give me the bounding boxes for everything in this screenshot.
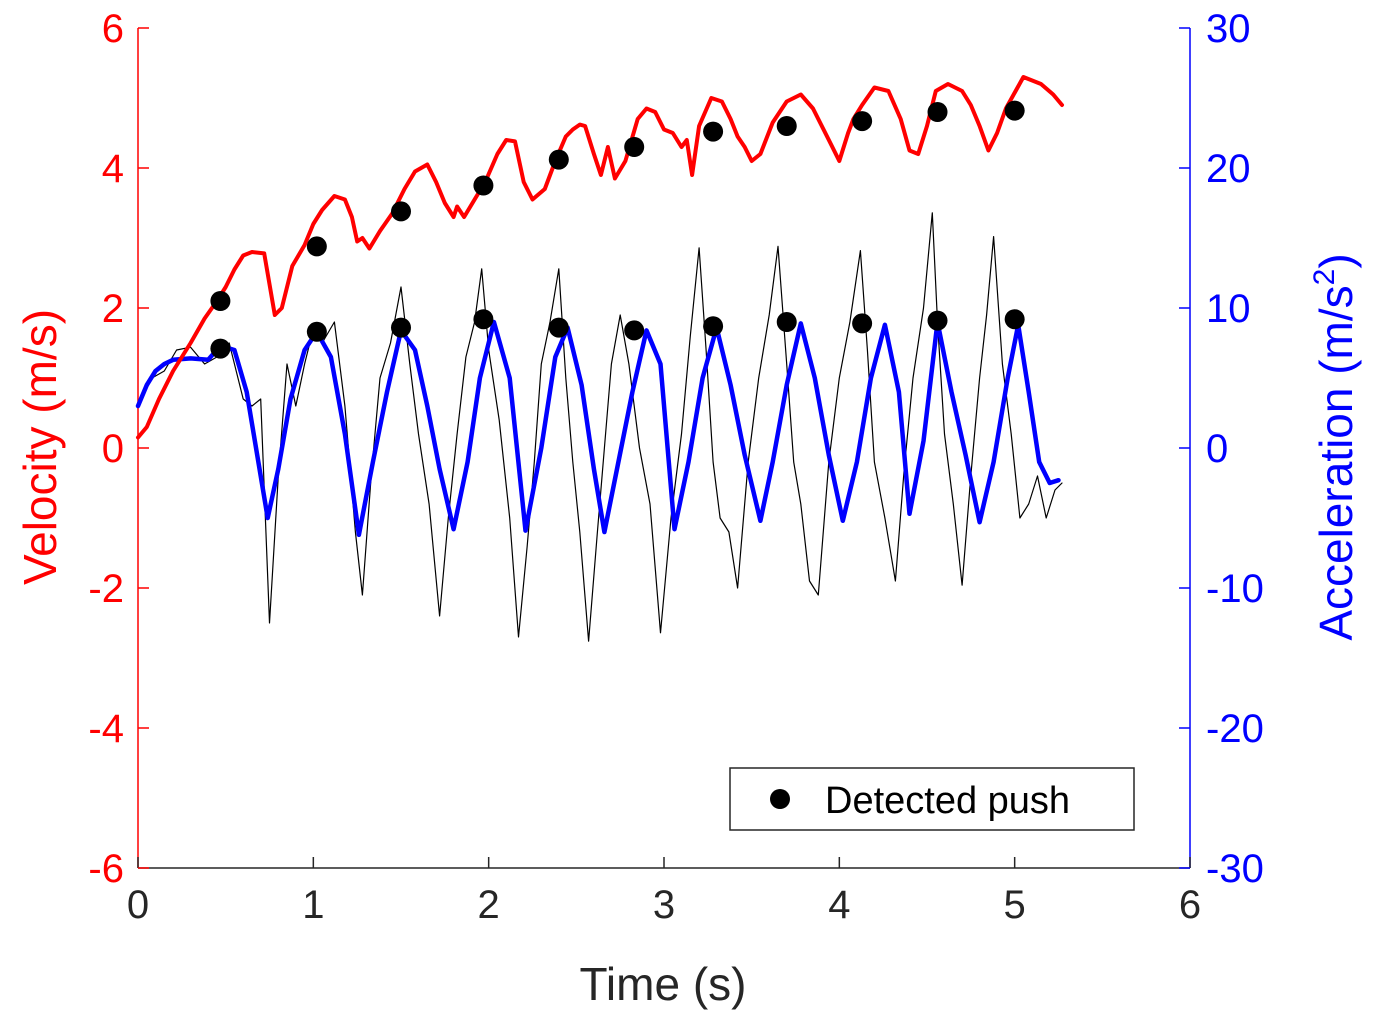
y-right-axis-label-suffix: ) xyxy=(1310,253,1362,268)
push-point-velocity xyxy=(624,137,645,157)
push-point-velocity xyxy=(776,116,797,136)
push-point-acceleration xyxy=(624,320,645,341)
y-right-axis-label-sup: 2 xyxy=(1308,269,1341,286)
push-point-velocity xyxy=(210,291,231,311)
y-right-tick-label: 30 xyxy=(1206,7,1251,51)
y-right-tick-label: 20 xyxy=(1206,147,1251,191)
series-group xyxy=(135,75,1064,642)
legend-marker xyxy=(770,789,790,809)
y-right-axis-label-main: Acceleration (m/s xyxy=(1310,285,1362,640)
push-point-acceleration xyxy=(306,321,327,342)
push-point-velocity xyxy=(306,236,327,257)
push-point-acceleration xyxy=(852,313,873,334)
x-tick-label: 4 xyxy=(828,883,850,927)
push-point-acceleration xyxy=(703,316,724,337)
y-right-tick-label: -30 xyxy=(1206,847,1264,891)
y-left-axis-label: Velocity (m/s) xyxy=(14,309,66,585)
push-point-acceleration xyxy=(548,317,569,338)
push-point-acceleration xyxy=(927,310,948,331)
x-tick-label: 3 xyxy=(653,883,675,927)
push-point-acceleration xyxy=(776,312,797,332)
push-point-velocity xyxy=(1004,100,1025,121)
push-point-acceleration xyxy=(473,309,494,330)
push-point-acceleration xyxy=(210,338,231,359)
y-left-tick-label: -4 xyxy=(88,707,124,751)
axes xyxy=(137,27,1191,869)
legend-label: Detected push xyxy=(825,780,1070,822)
y-right-tick-label: 0 xyxy=(1206,427,1228,471)
x-tick-label: 2 xyxy=(478,883,500,927)
y-right-axis-label: Acceleration (m/s2) xyxy=(1308,253,1362,640)
x-tick-label: 5 xyxy=(1004,883,1026,927)
push-point-velocity xyxy=(548,149,569,170)
y-right-tick-label: -20 xyxy=(1206,707,1264,751)
x-tick-label: 0 xyxy=(127,883,149,927)
push-points xyxy=(210,100,1025,359)
y-right-tick-label: 10 xyxy=(1206,287,1251,331)
push-point-velocity xyxy=(852,111,873,132)
push-point-velocity xyxy=(391,201,411,222)
push-point-acceleration xyxy=(391,317,411,338)
x-tick-label: 6 xyxy=(1179,883,1201,927)
push-point-velocity xyxy=(473,175,494,196)
y-left-tick-label: 2 xyxy=(102,287,124,331)
y-left-tick-label: -6 xyxy=(88,847,124,891)
y-right-tick-label: -10 xyxy=(1206,567,1264,611)
push-point-acceleration xyxy=(1004,309,1025,330)
legend-box xyxy=(729,767,1135,831)
push-point-velocity xyxy=(703,121,724,142)
push-point-velocity xyxy=(927,102,948,122)
y-left-tick-label: -2 xyxy=(88,567,124,611)
y-left-tick-label: 0 xyxy=(102,427,124,471)
x-tick-label: 1 xyxy=(302,883,324,927)
velocity-line xyxy=(136,75,1064,440)
y-left-tick-label: 6 xyxy=(102,7,124,51)
acceleration-smoothed-line xyxy=(135,319,1061,538)
y-left-tick-label: 4 xyxy=(102,147,124,191)
legend: Detected push xyxy=(729,767,1135,831)
x-axis-label: Time (s) xyxy=(580,958,747,1010)
